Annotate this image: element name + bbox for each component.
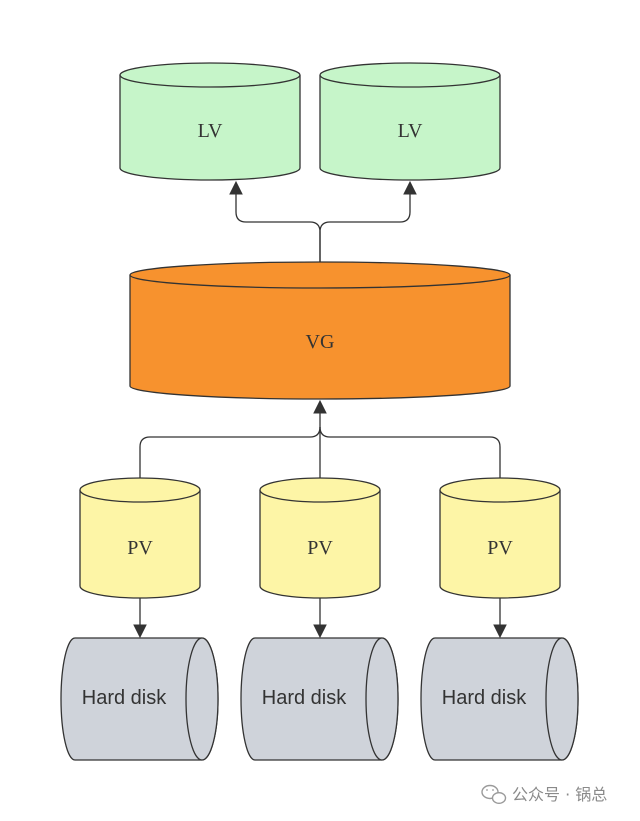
lv-node-1: LV [119, 62, 301, 181]
arrowhead-vg [313, 399, 327, 414]
disk-label: Hard disk [82, 687, 167, 709]
edges [133, 180, 507, 639]
pv-cylinder-top [259, 477, 381, 503]
pv-cylinder-top [439, 477, 561, 503]
arrowhead-lv-2 [403, 180, 417, 195]
lv-cylinder-top [319, 62, 501, 88]
disk-label: Hard disk [262, 687, 347, 709]
pv-node-2: PV [259, 477, 381, 599]
arrowhead-disk-3 [493, 624, 507, 639]
pv-label: PV [127, 537, 153, 559]
pv-node-1: PV [79, 477, 201, 599]
lv-cylinder-top [119, 62, 301, 88]
lv-label: LV [398, 120, 423, 142]
lv-cylinder-body [319, 75, 501, 181]
hard-disk-node-3: Hard disk [420, 637, 579, 761]
pv-label: PV [487, 537, 513, 559]
arrowhead-disk-2 [313, 624, 327, 639]
edge-vg-to-lv-2 [319, 193, 411, 262]
vg-label: VG [306, 331, 335, 353]
hard-disk-node-1: Hard disk [60, 637, 219, 761]
disk-label: Hard disk [442, 687, 527, 709]
vg-cylinder-top [129, 261, 511, 289]
pv-cylinder-body [259, 490, 381, 599]
arrowhead-disk-1 [133, 624, 147, 639]
pv-cylinder-top [79, 477, 201, 503]
pv-cylinder-body [439, 490, 561, 599]
pv-cylinder-body [79, 490, 201, 599]
pv-label: PV [307, 537, 333, 559]
lv-cylinder-body [119, 75, 301, 181]
edge-vg-to-lv-1 [235, 193, 321, 262]
watermark: 公众号 · 锅总 [481, 784, 607, 805]
edge-pv-1-to-vg [139, 426, 321, 478]
edge-pv-3-to-vg [319, 426, 501, 478]
vg-node: VG [129, 261, 511, 400]
vg-cylinder-body [129, 275, 511, 400]
hard-disk-node-2: Hard disk [240, 637, 399, 761]
disk-cylinder-end [365, 637, 399, 761]
pv-node-3: PV [439, 477, 561, 599]
wechat-icon [481, 784, 507, 805]
arrowhead-lv-1 [229, 180, 243, 195]
lv-node-2: LV [319, 62, 501, 181]
lv-label: LV [198, 120, 223, 142]
disk-cylinder-end [185, 637, 219, 761]
disk-cylinder-end [545, 637, 579, 761]
watermark-text: 公众号 · 锅总 [512, 785, 607, 804]
